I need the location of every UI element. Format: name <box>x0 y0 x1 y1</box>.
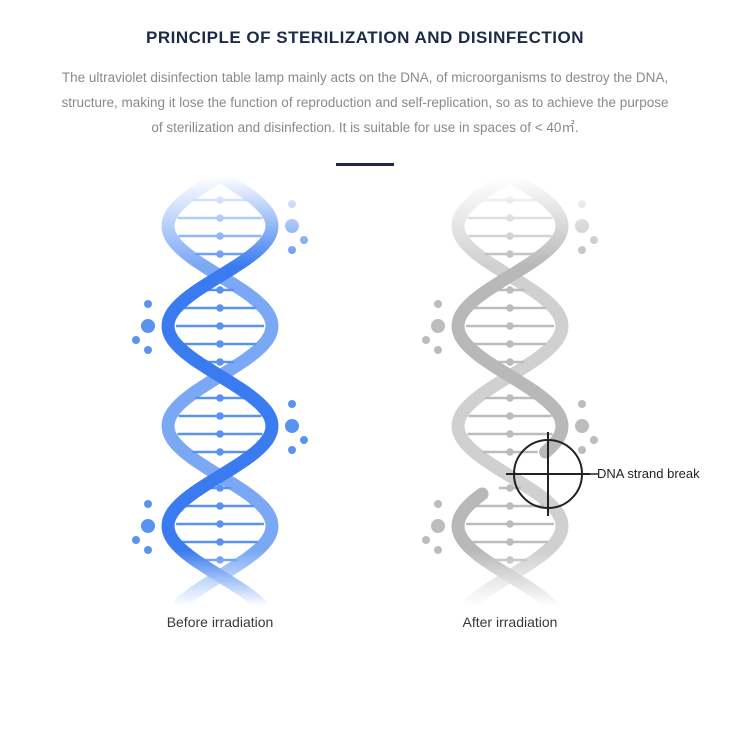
figure-before: Before irradiation <box>110 176 330 630</box>
divider <box>336 163 394 166</box>
dna-after-icon <box>400 176 620 606</box>
figures-row: Before irradiation DNA strand break Afte… <box>0 176 730 630</box>
page-description: The ultraviolet disinfection table lamp … <box>55 66 675 141</box>
break-label: DNA strand break <box>597 466 700 481</box>
dna-before-icon <box>110 176 330 606</box>
page-title: PRINCIPLE OF STERILIZATION AND DISINFECT… <box>50 28 680 48</box>
caption-after: After irradiation <box>463 614 558 630</box>
caption-before: Before irradiation <box>167 614 274 630</box>
figure-after: DNA strand break After irradiation <box>400 176 620 630</box>
